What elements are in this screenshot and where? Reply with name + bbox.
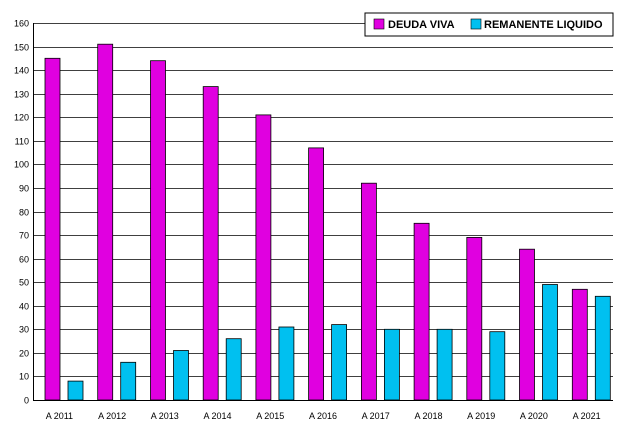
y-tick-label: 40: [19, 302, 29, 312]
legend-label-deuda-viva: DEUDA VIVA: [388, 19, 455, 31]
bar-remanente-liquido: [173, 350, 189, 401]
y-tick-label: 80: [19, 208, 29, 218]
y-axis-tick-labels: 0 10 20 30 40 50 60 70 80 90 100 110 120 130 140 150 160: [14, 19, 29, 406]
bar-remanente-liquido: [67, 380, 84, 401]
x-category-label: A 2019: [467, 411, 495, 421]
y-tick-label: 110: [15, 137, 29, 147]
x-category-label: A 2021: [573, 411, 601, 421]
bar-deuda-viva: [308, 147, 325, 401]
bar-deuda-viva: [97, 43, 114, 401]
y-tick-label: 130: [14, 90, 29, 100]
y-tick-label: 120: [14, 113, 29, 123]
bars: [44, 43, 611, 401]
bar-remanente-liquido: [383, 328, 400, 401]
y-tick-label: 50: [19, 278, 29, 288]
bar-deuda-viva: [360, 182, 377, 401]
bar-remanente-liquido: [120, 361, 137, 401]
bar-remanente-liquido: [542, 284, 558, 401]
bar-deuda-viva: [44, 57, 61, 401]
bar-remanente-liquido: [278, 326, 295, 401]
y-tick-label: 20: [19, 349, 29, 359]
x-category-label: A 2015: [256, 411, 284, 421]
bar-deuda-viva: [150, 60, 166, 401]
y-tick-label: 150: [14, 43, 29, 53]
bar-remanente-liquido: [331, 324, 348, 401]
bar-deuda-viva: [413, 222, 430, 401]
x-category-label: A 2014: [203, 411, 231, 421]
y-tick-label: 100: [14, 160, 29, 170]
x-axis-category-labels: A 2011 A 2012 A 2013 A 2014 A 2015 A 2016 A 20…: [46, 411, 601, 421]
x-category-label: A 2017: [362, 411, 390, 421]
x-category-label: A 2020: [520, 411, 548, 421]
y-tick-label: 70: [19, 231, 29, 241]
x-category-label: A 2013: [151, 411, 179, 421]
bar-remanente-liquido: [489, 331, 506, 401]
y-tick-label: 0: [24, 396, 29, 406]
y-tick-label: 60: [19, 255, 29, 265]
bar-deuda-viva: [571, 288, 588, 401]
bar-deuda-viva: [255, 114, 272, 401]
bar-deuda-viva: [519, 248, 535, 401]
x-category-label: A 2016: [309, 411, 337, 421]
bar-remanente-liquido: [594, 295, 611, 401]
legend-swatch-deuda-viva: [373, 18, 385, 30]
legend: DEUDA VIVA REMANENTE LIQUIDO: [364, 12, 614, 37]
y-tick-label: 10: [19, 372, 29, 382]
legend-label-remanente-liquido: REMANENTE LIQUIDO: [484, 19, 603, 31]
axes: [33, 23, 613, 401]
y-tick-label: 30: [19, 325, 29, 335]
x-category-label: A 2018: [414, 411, 442, 421]
y-tick-label: 90: [19, 184, 29, 194]
bar-remanente-liquido: [225, 338, 242, 401]
bar-deuda-viva: [202, 86, 219, 401]
legend-swatch-remanente-liquido: [470, 18, 482, 30]
y-tick-label: 140: [14, 66, 29, 76]
x-category-label: A 2012: [98, 411, 126, 421]
bar-remanente-liquido: [436, 328, 453, 401]
x-category-label: A 2011: [46, 411, 73, 421]
y-tick-label: 160: [14, 19, 29, 29]
legend-box: [364, 12, 614, 37]
bar-deuda-viva: [466, 236, 483, 401]
